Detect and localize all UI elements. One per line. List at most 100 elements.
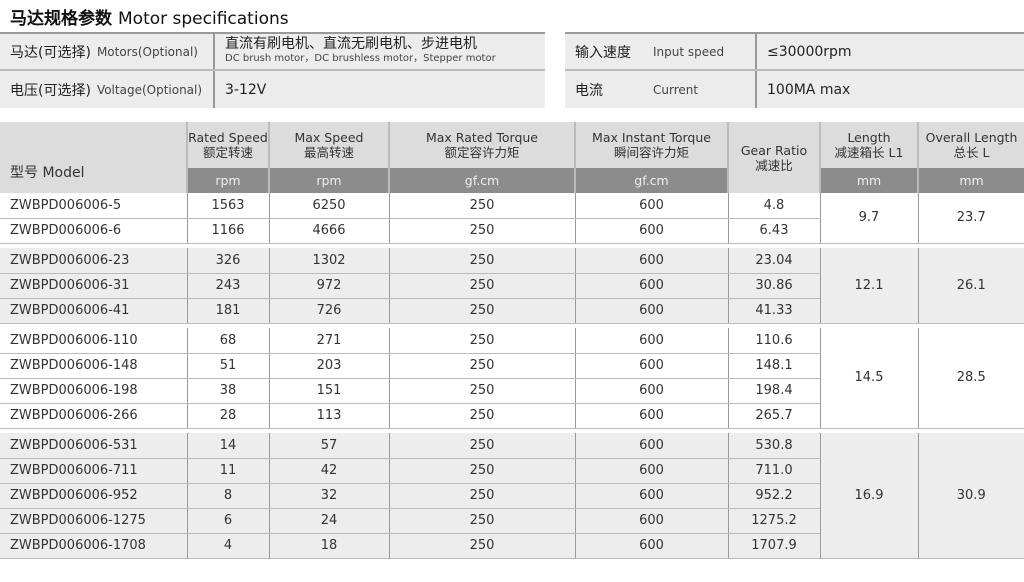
table-cell: 68 <box>186 328 269 354</box>
table-cell: 4 <box>186 533 269 559</box>
table-cell: 972 <box>268 273 389 299</box>
table-cell: 250 <box>388 483 575 509</box>
page-title: 马达规格参数 Motor specifications <box>10 9 289 29</box>
table-cell: 11 <box>186 458 269 484</box>
table-cell: 250 <box>388 508 575 534</box>
table-cell: 110.6 <box>727 328 820 354</box>
table-cell: 600 <box>574 248 728 274</box>
header-overall-length: Overall Length 总长 L <box>917 122 1024 168</box>
table-cell: 600 <box>574 533 728 559</box>
table-cell: 250 <box>388 433 575 459</box>
table-cell: 530.8 <box>727 433 820 459</box>
table-cell: 32 <box>268 483 389 509</box>
table-cell: 250 <box>388 533 575 559</box>
table-cell: 271 <box>268 328 389 354</box>
table-cell: 600 <box>574 353 728 379</box>
table-cell: 1707.9 <box>727 533 820 559</box>
table-cell: 250 <box>388 353 575 379</box>
table-cell: 6 <box>186 508 269 534</box>
header-model: 型号 Model <box>0 122 187 193</box>
table-cell-l: 30.9 <box>917 433 1024 559</box>
table-cell: 18 <box>268 533 389 559</box>
table-cell: 250 <box>388 298 575 324</box>
table-cell: 250 <box>388 403 575 429</box>
table-cell: 203 <box>268 353 389 379</box>
table-cell: ZWBPD006006-41 <box>0 298 187 324</box>
table-cell: 265.7 <box>727 403 820 429</box>
table-cell: 57 <box>268 433 389 459</box>
table-cell: 113 <box>268 403 389 429</box>
header-rated-speed: Rated Speed 额定转速 <box>186 122 269 168</box>
table-row: ZWBPD006006-23 326 1302 250 600 23.04 12.1 26.1 <box>0 248 1024 324</box>
table-cell: 28 <box>186 403 269 429</box>
spec-voltage: 电压(可选择) Voltage(Optional) 3-12V <box>0 71 545 108</box>
header-length: Length 减速箱长 L1 <box>819 122 918 168</box>
table-cell: 250 <box>388 328 575 354</box>
unit: rpm <box>268 168 389 193</box>
table-cell: 600 <box>574 483 728 509</box>
unit: mm <box>819 168 918 193</box>
spec-left: 马达(可选择) Motors(Optional) 直流有刷电机、直流无刷电机、步进… <box>0 32 545 108</box>
table-cell: 726 <box>268 298 389 324</box>
header-max-rated-torque: Max Rated Torque 额定容许力矩 <box>388 122 575 168</box>
table-cell-l: 28.5 <box>917 328 1024 429</box>
table-cell: ZWBPD006006-198 <box>0 378 187 404</box>
table-cell: 250 <box>388 193 575 219</box>
table-cell: 1563 <box>186 193 269 219</box>
table-cell: 38 <box>186 378 269 404</box>
table-cell: ZWBPD006006-110 <box>0 328 187 354</box>
unit: gf.cm <box>574 168 728 193</box>
header-gear-ratio: Gear Ratio 减速比 <box>727 122 820 193</box>
table-cell: 600 <box>574 218 728 244</box>
table-cell: 600 <box>574 458 728 484</box>
table-cell: 151 <box>268 378 389 404</box>
table-cell: 42 <box>268 458 389 484</box>
table-cell: 250 <box>388 378 575 404</box>
table-cell: 198.4 <box>727 378 820 404</box>
table-cell: 711.0 <box>727 458 820 484</box>
table-cell: ZWBPD006006-1275 <box>0 508 187 534</box>
table-cell: 6.43 <box>727 218 820 244</box>
table-cell-l1: 9.7 <box>819 193 918 244</box>
table-cell: ZWBPD006006-148 <box>0 353 187 379</box>
table-cell: 600 <box>574 433 728 459</box>
table-cell: 24 <box>268 508 389 534</box>
header-max-instant-torque: Max Instant Torque 瞬间容许力矩 <box>574 122 728 168</box>
table-row: ZWBPD006006-6 1166 4666 250 600 6.43 <box>0 218 1024 244</box>
table-cell: 1166 <box>186 218 269 244</box>
table-cell: 600 <box>574 508 728 534</box>
spec-current: 电流 Current 100MA max <box>565 71 1024 108</box>
table-row: ZWBPD006006-148 51 203 250 600 148.1 <box>0 353 1024 379</box>
header-max-speed: Max Speed 最高转速 <box>268 122 389 168</box>
table-cell: 8 <box>186 483 269 509</box>
spec-table: 型号 Model Rated Speed 额定转速 Max Speed 最高转速 M… <box>0 122 1024 559</box>
table-cell-l1: 12.1 <box>819 248 918 324</box>
table-cell: ZWBPD006006-1708 <box>0 533 187 559</box>
table-cell: ZWBPD006006-23 <box>0 248 187 274</box>
table-row: ZWBPD006006-711 11 42 250 600 711.0 <box>0 458 1024 484</box>
table-cell-l: 26.1 <box>917 248 1024 324</box>
table-cell: 148.1 <box>727 353 820 379</box>
table-cell: 181 <box>186 298 269 324</box>
table-row: ZWBPD006006-952 8 32 250 600 952.2 <box>0 483 1024 509</box>
spec-input-speed: 输入速度 Input speed ≤30000rpm <box>565 34 1024 71</box>
table-cell: 250 <box>388 273 575 299</box>
table-cell: ZWBPD006006-952 <box>0 483 187 509</box>
table-cell: ZWBPD006006-711 <box>0 458 187 484</box>
table-row: ZWBPD006006-1275 6 24 250 600 1275.2 <box>0 508 1024 534</box>
table-cell: 600 <box>574 298 728 324</box>
table-cell: 600 <box>574 378 728 404</box>
table-cell: 23.04 <box>727 248 820 274</box>
spec-motors: 马达(可选择) Motors(Optional) 直流有刷电机、直流无刷电机、步进… <box>0 34 545 71</box>
table-cell: ZWBPD006006-5 <box>0 193 187 219</box>
table-cell: 600 <box>574 193 728 219</box>
table-cell: 14 <box>186 433 269 459</box>
table-row: ZWBPD006006-110 68 271 250 600 110.6 14.5 28.5 <box>0 328 1024 429</box>
table-cell: 6250 <box>268 193 389 219</box>
table-cell: 41.33 <box>727 298 820 324</box>
table-cell: 250 <box>388 218 575 244</box>
table-cell: 600 <box>574 273 728 299</box>
table-row: ZWBPD006006-266 28 113 250 600 265.7 <box>0 403 1024 429</box>
table-row: ZWBPD006006-1708 4 18 250 600 1707.9 <box>0 533 1024 559</box>
table-row: ZWBPD006006-531 14 57 250 600 530.8 16.9 30.9 <box>0 433 1024 559</box>
